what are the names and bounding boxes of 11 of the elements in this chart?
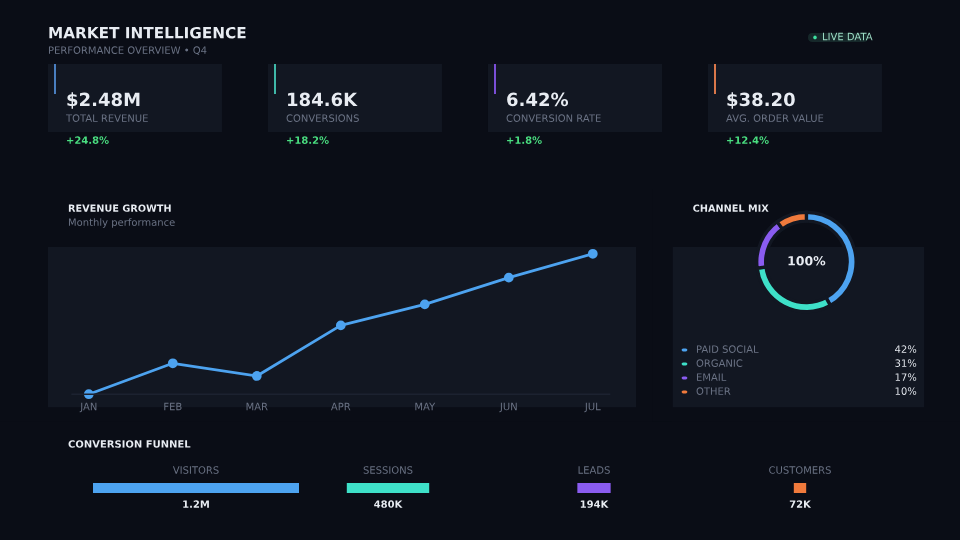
point <box>419 299 430 310</box>
text: 184.6K <box>288 92 358 107</box>
point <box>587 248 598 259</box>
text: 6.42% <box>507 92 569 107</box>
point <box>251 371 262 381</box>
point <box>335 320 346 331</box>
text: $2.48M <box>67 92 140 109</box>
point <box>167 358 178 369</box>
point <box>503 272 514 283</box>
text: $38.20 <box>727 92 795 109</box>
point <box>83 389 94 400</box>
